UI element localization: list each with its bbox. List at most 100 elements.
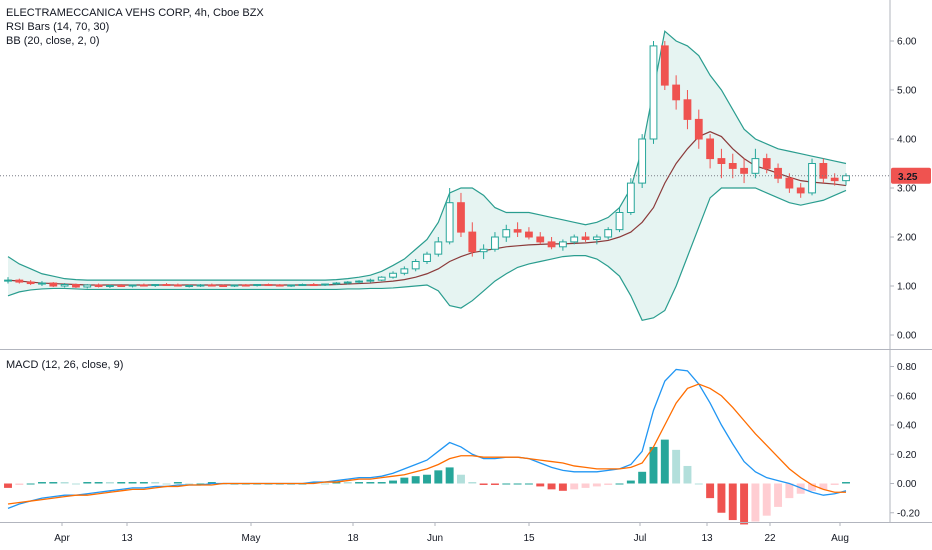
candle-body <box>26 281 35 285</box>
macd-hist-bar <box>524 483 533 485</box>
macd-hist-bar <box>117 482 126 484</box>
macd-hist-bar <box>400 477 409 484</box>
candle-body <box>162 284 171 287</box>
macd-hist-bar <box>717 483 726 513</box>
price-tick-label: 3.00 <box>897 184 917 195</box>
time-tick-label: Apr <box>54 533 70 544</box>
macd-hist-bar <box>796 483 805 494</box>
macd-tick-label: -0.20 <box>897 508 920 519</box>
candle-body <box>468 231 477 253</box>
macd-hist-bar <box>581 483 590 488</box>
candle-body <box>60 284 69 287</box>
macd-legend: MACD (12, 26, close, 9) <box>6 359 124 371</box>
macd-hist-bar <box>536 483 545 487</box>
macd-hist-bar <box>683 465 692 484</box>
macd-hist-bar <box>207 482 216 484</box>
candle-body <box>694 118 703 140</box>
macd-hist-bar <box>151 482 160 484</box>
time-tick-label: Aug <box>831 533 849 544</box>
price-tick-label: 6.00 <box>897 37 917 48</box>
candle-body <box>581 236 590 240</box>
candle-body <box>513 229 522 233</box>
bb-legend: BB (20, close, 2, 0) <box>6 35 100 47</box>
time-tick-label: Jul <box>634 533 647 544</box>
candle-body <box>785 177 794 189</box>
price-tick-label: 5.00 <box>897 86 917 97</box>
candles <box>4 41 850 289</box>
macd-hist-bar <box>660 439 669 484</box>
candle-body <box>72 284 80 288</box>
price-tick-label: 4.00 <box>897 135 917 146</box>
candle-body <box>728 163 737 169</box>
macd-hist-bar <box>547 483 556 490</box>
macd-tick-label: 0.00 <box>897 479 917 490</box>
candle-body <box>15 279 24 283</box>
bb-fill <box>8 31 846 321</box>
candle-body <box>343 281 352 284</box>
macd-hist-bar <box>423 474 431 484</box>
macd-hist-bar <box>38 482 46 484</box>
macd-hist-bar <box>615 483 624 485</box>
rsi-legend: RSI Bars (14, 70, 30) <box>6 21 110 33</box>
macd-hist-bar <box>366 482 375 484</box>
candle-body <box>49 282 58 287</box>
candle-body <box>83 284 92 288</box>
candle-body <box>434 241 443 255</box>
candle-body <box>264 284 273 287</box>
time-tick-label: 13 <box>121 533 133 544</box>
macd-hist-bar <box>105 482 114 484</box>
candle-body <box>275 284 284 287</box>
macd-hist-bar <box>819 483 828 490</box>
main-legend: ELECTRAMECCANICA VEHS CORP, 4h, Cboe BZX… <box>6 6 264 48</box>
candle-body <box>389 272 397 278</box>
macd-hist-bar <box>604 483 613 485</box>
macd-hist-bar <box>411 476 420 484</box>
macd-hist-bar <box>513 483 522 485</box>
macd-hist-bar <box>468 482 477 484</box>
macd-hist-bar <box>332 482 341 484</box>
candle-body <box>660 45 669 86</box>
bb-upper-line <box>7 30 847 281</box>
candle-body <box>151 284 160 287</box>
candle-body <box>139 284 148 287</box>
candle-body <box>321 283 329 286</box>
candle-body <box>445 202 454 243</box>
candle-body <box>241 284 250 287</box>
bb-lower-line <box>7 187 847 321</box>
macd-hist-bar <box>377 482 386 484</box>
macd-tick-label: 0.40 <box>897 421 917 432</box>
macd-hist-bar <box>490 483 499 485</box>
candle-body <box>38 282 46 285</box>
macd-hist-bar <box>196 483 205 485</box>
signal-line <box>7 383 846 505</box>
candle-body <box>253 284 262 287</box>
macd-hist-bar <box>309 482 318 484</box>
macd-hist-bar <box>762 483 771 516</box>
candle-body <box>615 212 624 231</box>
macd-hist-bar <box>71 483 80 485</box>
candle-body <box>128 284 137 287</box>
macd-hist-bar <box>445 467 454 484</box>
macd-hist-bar <box>774 483 783 507</box>
candle-body <box>196 284 205 287</box>
candle-body <box>570 236 579 243</box>
candle-body <box>287 284 296 287</box>
candle-body <box>536 236 545 243</box>
candle-body <box>638 138 647 184</box>
macd-hist-bar <box>672 449 681 484</box>
candle-body <box>491 236 499 250</box>
price-tick-label: 2.00 <box>897 233 917 244</box>
time-tick-label: 22 <box>764 533 776 544</box>
candle-body <box>479 248 488 253</box>
macd-tick-label: 0.20 <box>897 450 917 461</box>
candle-body <box>830 177 839 182</box>
candle-body <box>547 241 556 248</box>
candle-body <box>106 285 114 288</box>
macd-hist-bar <box>502 483 511 485</box>
macd-hist-bar <box>173 482 182 484</box>
candle-body <box>740 167 748 174</box>
macd-hist-bar <box>751 483 760 522</box>
macd-hist-bar <box>457 474 465 484</box>
macd-hist-bar <box>162 483 171 485</box>
